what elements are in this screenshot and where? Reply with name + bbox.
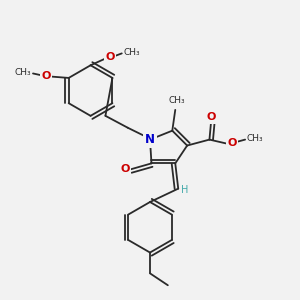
Text: O: O	[206, 112, 216, 122]
Text: O: O	[106, 52, 115, 62]
Text: CH₃: CH₃	[15, 68, 31, 77]
Text: O: O	[41, 70, 50, 80]
Text: CH₃: CH₃	[247, 134, 263, 142]
Text: H: H	[181, 185, 188, 195]
Text: O: O	[121, 164, 130, 174]
Text: CH₃: CH₃	[168, 96, 185, 105]
Text: N: N	[145, 133, 155, 146]
Text: CH₃: CH₃	[123, 48, 140, 57]
Text: O: O	[228, 138, 237, 148]
